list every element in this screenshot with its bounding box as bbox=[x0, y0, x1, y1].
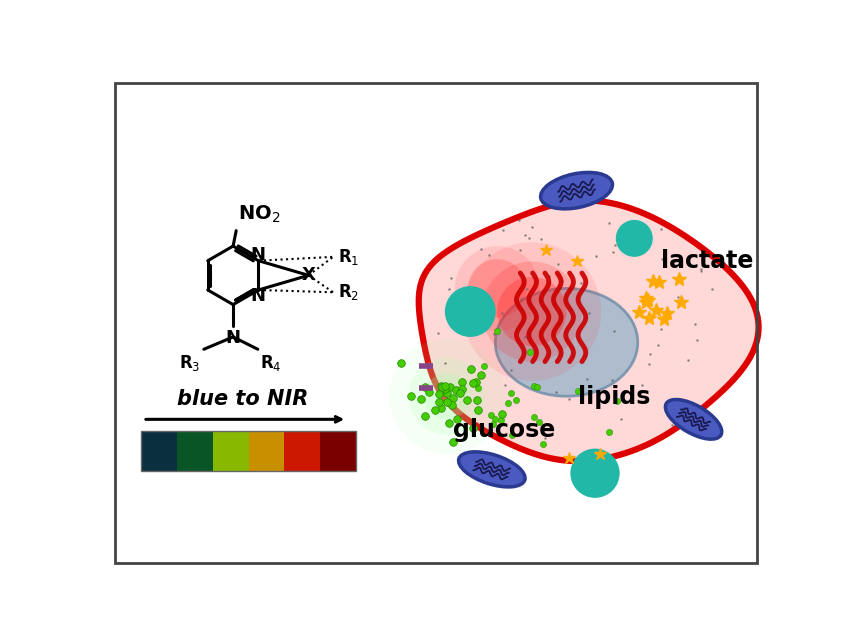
Bar bbox=[285, 431, 320, 471]
Circle shape bbox=[424, 373, 470, 419]
Ellipse shape bbox=[458, 452, 525, 487]
Circle shape bbox=[445, 286, 496, 337]
Text: X: X bbox=[302, 266, 315, 284]
Text: lipids: lipids bbox=[578, 385, 650, 409]
Circle shape bbox=[482, 261, 582, 362]
Bar bbox=[248, 431, 285, 471]
Circle shape bbox=[455, 246, 540, 331]
Text: N: N bbox=[225, 329, 241, 347]
Text: R$_2$: R$_2$ bbox=[337, 282, 359, 302]
Circle shape bbox=[409, 358, 485, 435]
Ellipse shape bbox=[496, 288, 638, 396]
Bar bbox=[320, 431, 356, 471]
Circle shape bbox=[615, 220, 653, 257]
Text: R$_1$: R$_1$ bbox=[337, 247, 359, 267]
Text: glucose: glucose bbox=[452, 418, 555, 442]
Bar bbox=[177, 431, 212, 471]
Text: R$_3$: R$_3$ bbox=[178, 353, 200, 373]
Circle shape bbox=[497, 277, 566, 346]
Ellipse shape bbox=[666, 399, 722, 439]
Bar bbox=[141, 431, 356, 471]
Circle shape bbox=[570, 449, 620, 498]
Ellipse shape bbox=[541, 173, 613, 209]
Text: R$_4$: R$_4$ bbox=[260, 353, 281, 373]
Circle shape bbox=[462, 242, 601, 381]
Bar bbox=[212, 431, 248, 471]
Text: N: N bbox=[250, 245, 265, 263]
Circle shape bbox=[468, 259, 526, 318]
Text: lactate: lactate bbox=[661, 249, 754, 273]
Text: NO$_2$: NO$_2$ bbox=[238, 203, 280, 224]
Text: N: N bbox=[250, 287, 265, 305]
Text: blue to NIR: blue to NIR bbox=[178, 389, 309, 408]
Circle shape bbox=[389, 339, 505, 454]
Bar bbox=[141, 431, 177, 471]
Polygon shape bbox=[419, 201, 758, 461]
